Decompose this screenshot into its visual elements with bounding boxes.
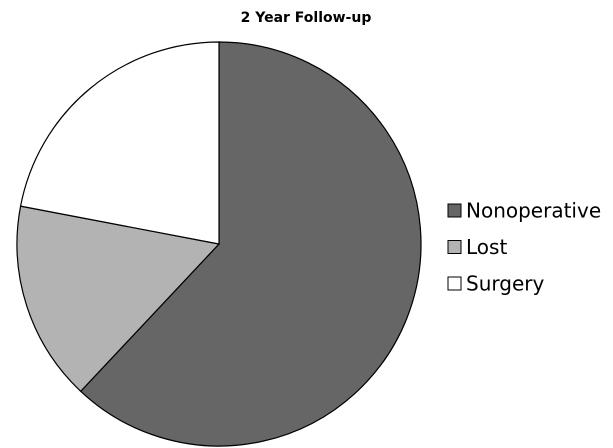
legend-swatch xyxy=(447,203,462,218)
legend-label: Surgery xyxy=(466,272,544,296)
chart-title: 2 Year Follow-up xyxy=(241,10,372,26)
legend-label: Nonoperative xyxy=(466,199,601,223)
pie-slice xyxy=(19,41,220,245)
pie-slice xyxy=(79,41,422,447)
pie-slice xyxy=(16,205,221,393)
legend-swatch xyxy=(447,276,462,291)
legend-label: Lost xyxy=(466,235,507,259)
legend-swatch xyxy=(447,240,462,254)
